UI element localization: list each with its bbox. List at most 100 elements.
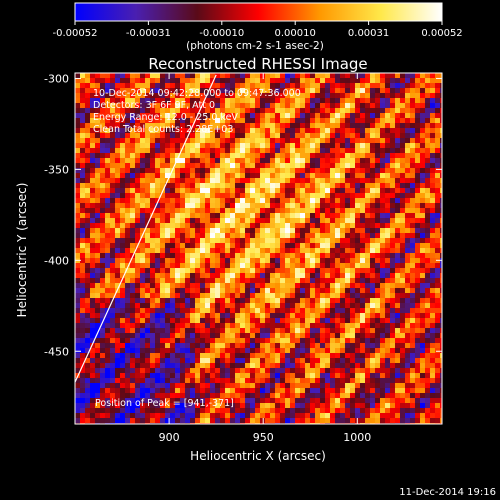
heatmap-cell — [75, 183, 81, 189]
heatmap-cell — [110, 173, 116, 179]
heatmap-cell — [285, 188, 291, 194]
heatmap-cell — [280, 193, 286, 199]
heatmap-cell — [405, 398, 411, 404]
heatmap-cell — [340, 163, 346, 169]
heatmap-cell — [160, 393, 166, 399]
heatmap-cell — [330, 278, 336, 284]
heatmap-cell — [375, 393, 381, 399]
heatmap-cell — [335, 173, 341, 179]
heatmap-cell — [250, 183, 256, 189]
heatmap-cell — [345, 213, 351, 219]
heatmap-cell — [365, 338, 371, 344]
heatmap-cell — [285, 318, 291, 324]
heatmap-cell — [210, 108, 216, 114]
colorbar-tick-label: 0.00052 — [421, 28, 462, 39]
heatmap-cell — [405, 228, 411, 234]
heatmap-cell — [235, 73, 241, 79]
heatmap-cell — [110, 278, 116, 284]
heatmap-cell — [135, 273, 141, 279]
heatmap-cell — [155, 223, 161, 229]
heatmap-cell — [90, 288, 96, 294]
heatmap-cell — [250, 368, 256, 374]
heatmap-cell — [120, 73, 126, 79]
heatmap-cell — [385, 83, 391, 89]
heatmap-cell — [330, 348, 336, 354]
heatmap-cell — [215, 78, 221, 84]
heatmap-cell — [170, 323, 176, 329]
colorbar-unit-label: (photons cm-2 s-1 asec-2) — [186, 40, 324, 52]
heatmap-cell — [80, 208, 86, 214]
heatmap-cell — [235, 83, 241, 89]
heatmap-cell — [260, 333, 266, 339]
heatmap-cell — [425, 213, 431, 219]
heatmap-cell — [205, 88, 211, 94]
heatmap-cell — [345, 133, 351, 139]
heatmap-cell — [175, 243, 181, 249]
heatmap-cell — [115, 403, 121, 409]
heatmap-cell — [220, 238, 226, 244]
heatmap-cell — [420, 133, 426, 139]
heatmap-cell — [370, 163, 376, 169]
heatmap-cell — [270, 273, 276, 279]
heatmap-cell — [385, 113, 391, 119]
heatmap-cell — [370, 183, 376, 189]
heatmap-cell — [425, 208, 431, 214]
heatmap-cell — [200, 263, 206, 269]
heatmap-cell — [165, 213, 171, 219]
heatmap-cell — [280, 163, 286, 169]
heatmap-cell — [75, 273, 81, 279]
heatmap-cell — [335, 193, 341, 199]
heatmap-cell — [180, 148, 186, 154]
heatmap-cell — [360, 303, 366, 309]
heatmap-cell — [130, 158, 136, 164]
heatmap-cell — [255, 78, 261, 84]
heatmap-cell — [265, 128, 271, 134]
heatmap-cell — [400, 268, 406, 274]
heatmap-cell — [435, 308, 441, 314]
heatmap-cell — [260, 353, 266, 359]
heatmap-cell — [275, 373, 281, 379]
heatmap-cell — [235, 173, 241, 179]
heatmap-cell — [425, 298, 431, 304]
heatmap-cell — [355, 93, 361, 99]
heatmap-cell — [275, 203, 281, 209]
heatmap-cell — [125, 283, 131, 289]
heatmap-cell — [160, 218, 166, 224]
heatmap-cell — [240, 363, 246, 369]
heatmap-cell — [435, 268, 441, 274]
heatmap-cell — [110, 83, 116, 89]
heatmap-cell — [375, 288, 381, 294]
heatmap-cell — [230, 253, 236, 259]
heatmap-cell — [250, 208, 256, 214]
heatmap-cell — [410, 203, 416, 209]
heatmap-cell — [225, 303, 231, 309]
heatmap-cell — [180, 73, 186, 79]
heatmap-cell — [210, 298, 216, 304]
heatmap-cell — [200, 393, 206, 399]
heatmap-cell — [235, 288, 241, 294]
heatmap-cell — [315, 223, 321, 229]
heatmap-cell — [190, 398, 196, 404]
heatmap-cell — [285, 208, 291, 214]
heatmap-cell — [175, 248, 181, 254]
heatmap-cell — [185, 213, 191, 219]
heatmap-cell — [325, 373, 331, 379]
heatmap-cell — [425, 283, 431, 289]
heatmap-cell — [380, 133, 386, 139]
heatmap-cell — [130, 168, 136, 174]
heatmap-cell — [320, 103, 326, 109]
heatmap-cell — [100, 358, 106, 364]
heatmap-cell — [135, 83, 141, 89]
heatmap-cell — [315, 303, 321, 309]
heatmap-cell — [280, 238, 286, 244]
heatmap-cell — [385, 223, 391, 229]
heatmap-cell — [425, 188, 431, 194]
heatmap-cell — [425, 168, 431, 174]
heatmap-cell — [270, 103, 276, 109]
heatmap-cell — [295, 113, 301, 119]
heatmap-cell — [395, 388, 401, 394]
heatmap-cell — [410, 258, 416, 264]
heatmap-cell — [310, 203, 316, 209]
heatmap-cell — [90, 83, 96, 89]
heatmap-cell — [140, 333, 146, 339]
